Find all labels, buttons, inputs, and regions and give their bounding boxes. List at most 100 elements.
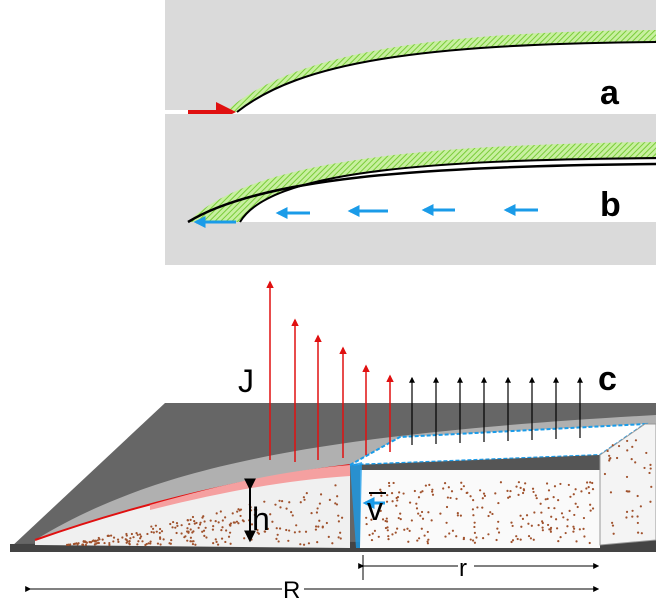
particle: [239, 515, 241, 517]
particle: [141, 540, 143, 542]
particle: [117, 538, 119, 540]
particle: [97, 539, 99, 541]
particle: [415, 503, 417, 505]
particle: [288, 501, 290, 503]
radius-label: r: [459, 555, 467, 582]
particle: [233, 521, 235, 523]
particle: [585, 487, 587, 489]
particle: [150, 525, 152, 527]
particle: [500, 481, 502, 483]
particle: [121, 536, 123, 538]
particle: [203, 535, 205, 537]
particle: [190, 519, 192, 521]
particle: [643, 467, 645, 469]
particle: [557, 499, 559, 501]
particle: [163, 538, 165, 540]
particle: [626, 449, 628, 451]
particle: [609, 457, 611, 459]
particle: [396, 499, 398, 501]
particle: [580, 490, 582, 492]
particle: [416, 507, 418, 509]
particle: [455, 498, 457, 500]
particle: [530, 537, 532, 539]
particle: [279, 527, 281, 529]
particle: [555, 518, 557, 520]
particle: [292, 514, 294, 516]
particle: [221, 538, 223, 540]
particle: [229, 525, 231, 527]
particle: [180, 532, 182, 534]
particle: [577, 506, 579, 508]
particle: [425, 484, 427, 486]
particle: [457, 512, 459, 514]
flux-label: J: [238, 363, 254, 399]
particle: [149, 540, 151, 542]
particle: [636, 515, 638, 517]
particle: [575, 503, 577, 505]
particle: [592, 507, 594, 509]
panel-label: a: [600, 74, 620, 112]
particle: [536, 497, 538, 499]
particle: [192, 543, 194, 545]
particle: [572, 531, 574, 533]
particle: [475, 536, 477, 538]
particle: [236, 510, 238, 512]
particle: [635, 439, 637, 441]
particle: [482, 537, 484, 539]
particle: [532, 491, 534, 493]
particle: [649, 464, 651, 466]
particle: [193, 520, 195, 522]
particle: [278, 500, 280, 502]
particle: [218, 521, 220, 523]
particle: [444, 482, 446, 484]
particle: [220, 510, 222, 512]
particle: [341, 517, 343, 519]
particle: [637, 532, 639, 534]
particle: [83, 541, 85, 543]
particle: [215, 541, 217, 543]
particle: [338, 520, 340, 522]
particle: [374, 530, 376, 532]
particle: [448, 486, 450, 488]
particle: [97, 542, 99, 544]
particle: [637, 522, 639, 524]
particle: [89, 541, 91, 543]
particle: [573, 528, 575, 530]
particle: [386, 517, 388, 519]
particle: [469, 495, 471, 497]
particle: [275, 538, 277, 540]
particle: [506, 490, 508, 492]
particle: [188, 523, 190, 525]
particle: [546, 482, 548, 484]
particle: [132, 536, 134, 538]
particle: [149, 542, 151, 544]
particle: [616, 457, 618, 459]
particle: [391, 500, 393, 502]
particle: [512, 539, 514, 541]
particle: [192, 530, 194, 532]
particle: [604, 473, 606, 475]
particle: [186, 527, 188, 529]
particle: [515, 486, 517, 488]
particle: [591, 482, 593, 484]
particle: [422, 518, 424, 520]
particle: [460, 488, 462, 490]
particle: [607, 450, 609, 452]
particle: [474, 532, 476, 534]
particle: [463, 485, 465, 487]
particle: [582, 528, 584, 530]
particle: [216, 512, 218, 514]
particle: [334, 484, 336, 486]
particle: [487, 515, 489, 517]
particle: [192, 540, 194, 542]
particle: [194, 544, 196, 546]
particle: [243, 537, 245, 539]
panel-label: b: [600, 186, 621, 224]
particle: [612, 524, 614, 526]
block-front: [360, 470, 600, 548]
particle: [416, 539, 418, 541]
particle: [139, 537, 141, 539]
particle: [641, 532, 643, 534]
particle: [627, 490, 629, 492]
particle: [205, 536, 207, 538]
